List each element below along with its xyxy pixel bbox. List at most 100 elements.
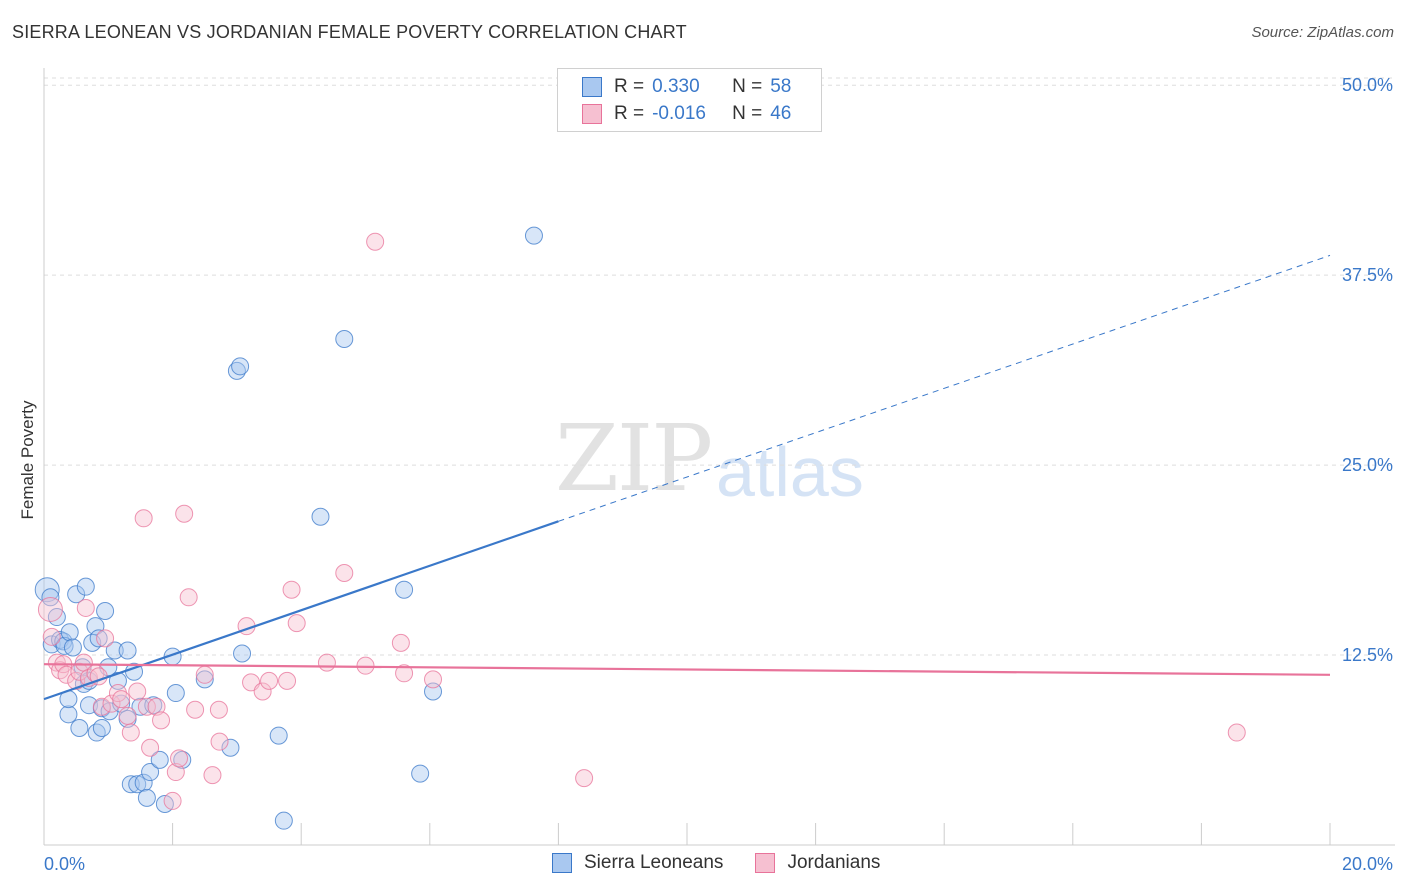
data-point-jordanian [102, 694, 121, 713]
data-point-jordanian [395, 664, 414, 683]
y-tick-label: 12.5% [1342, 645, 1393, 665]
data-point-jordanian [70, 662, 89, 681]
data-point-sierra-leonean [134, 773, 153, 792]
data-point-jordanian [42, 627, 61, 646]
data-point-sierra-leonean [137, 788, 156, 807]
data-point-jordanian [170, 749, 189, 768]
legend-row-sierra-leoneans: R = 0.330 N = 58 [582, 75, 791, 99]
bottom-legend-item-sierra-leoneans: Sierra Leoneans [552, 852, 723, 874]
data-point-sierra-leonean [63, 638, 82, 657]
data-point-sierra-leonean [105, 641, 124, 660]
data-point-jordanian [134, 509, 153, 528]
data-point-sierra-leonean [67, 585, 86, 604]
data-point-jordanian [1227, 723, 1246, 742]
data-point-sierra-leonean [144, 696, 163, 715]
legend-swatch-blue [582, 77, 602, 97]
trend-line-sierra-leoneans [43, 520, 559, 701]
data-point-sierra-leonean [141, 763, 160, 782]
data-point-jordanian [424, 670, 443, 689]
data-point-sierra-leonean [118, 641, 137, 660]
data-point-sierra-leonean [60, 623, 79, 642]
data-point-sierra-leonean [195, 670, 214, 689]
data-point-jordanian [335, 563, 354, 582]
data-point-jordanian [179, 588, 198, 607]
bottom-legend: Sierra Leoneans Jordanians [552, 852, 912, 874]
x-tick-label-max: 20.0% [1342, 854, 1393, 874]
data-point-sierra-leonean [311, 507, 330, 526]
data-point-sierra-leonean [42, 635, 61, 654]
trend-line-jordanians [43, 663, 1331, 676]
data-point-jordanian [282, 580, 301, 599]
bottom-legend-item-jordanians: Jordanians [755, 852, 880, 874]
data-point-jordanian [278, 671, 297, 690]
legend-n-label: N = [732, 76, 763, 97]
data-point-jordanian [137, 697, 156, 716]
legend-r-label: R = [614, 76, 645, 97]
data-point-sierra-leonean [221, 738, 240, 757]
data-point-jordanian [575, 769, 594, 788]
bottom-legend-swatch-pink [755, 853, 776, 873]
trend-line-sierra-leoneans-projection [558, 254, 1331, 522]
watermark-atlas: atlas [716, 433, 864, 511]
data-point-jordanian [195, 665, 214, 684]
data-point-jordanian [186, 700, 205, 719]
data-point-sierra-leonean [231, 357, 250, 376]
data-point-sierra-leonean [89, 629, 108, 648]
legend-r-value: 0.330 [652, 76, 700, 97]
data-point-jordanian [209, 700, 228, 719]
data-point-sierra-leonean [76, 577, 95, 596]
data-point-sierra-leonean [269, 726, 288, 745]
data-point-jordanian [366, 232, 385, 251]
bottom-legend-label: Sierra Leoneans [584, 852, 724, 873]
data-point-jordanian [203, 766, 222, 785]
data-point-jordanian [210, 732, 229, 751]
legend-r-label: R = [614, 103, 645, 124]
data-point-jordanian [317, 653, 336, 672]
data-point-jordanian [253, 682, 272, 701]
data-point-sierra-leonean [233, 644, 252, 663]
data-point-jordanian [163, 791, 182, 810]
data-point-jordanian [147, 697, 166, 716]
data-point-jordanian [96, 629, 115, 648]
data-point-sierra-leonean [92, 718, 111, 737]
data-point-jordanian [260, 671, 279, 690]
data-point-jordanian [141, 738, 160, 757]
bottom-legend-label: Jordanians [787, 852, 881, 873]
data-point-sierra-leonean [121, 775, 140, 794]
y-tick-label: 50.0% [1342, 75, 1393, 95]
data-point-sierra-leonean [150, 750, 169, 769]
data-point-jordanian [152, 711, 171, 730]
y-tick-label: 25.0% [1342, 455, 1393, 475]
data-point-sierra-leonean [411, 764, 430, 783]
source-label: Source: ZipAtlas.com [1251, 24, 1394, 41]
data-point-jordanian [37, 596, 63, 622]
data-point-sierra-leonean [96, 601, 115, 620]
data-point-jordanian [92, 697, 111, 716]
legend-r-value: -0.016 [652, 103, 706, 124]
data-point-sierra-leonean [128, 775, 147, 794]
data-point-sierra-leonean [274, 811, 293, 830]
data-point-jordanian [287, 614, 306, 633]
legend-n-value: 46 [770, 103, 792, 124]
data-point-jordanian [175, 504, 194, 523]
data-point-sierra-leonean [524, 226, 543, 245]
data-point-jordanian [166, 763, 185, 782]
data-point-jordanian [118, 706, 137, 725]
data-point-sierra-leonean [131, 697, 150, 716]
y-tick-label: 37.5% [1342, 265, 1393, 285]
data-point-sierra-leonean [59, 705, 78, 724]
legend-box: R = 0.330 N = 58 R = -0.016 N = 46 [557, 68, 822, 132]
data-point-sierra-leonean [70, 718, 89, 737]
data-point-jordanian [391, 633, 410, 652]
data-point-sierra-leonean [395, 580, 414, 599]
bottom-legend-swatch-blue [552, 853, 572, 873]
x-tick-label-min: 0.0% [44, 854, 85, 874]
legend-swatch-pink [582, 104, 602, 124]
data-point-jordanian [76, 598, 95, 617]
data-point-jordanian [121, 723, 140, 742]
data-point-sierra-leonean [86, 617, 105, 636]
data-point-jordanian [128, 682, 147, 701]
legend-n-value: 58 [770, 76, 792, 97]
watermark-zip: ZIP [555, 405, 713, 512]
